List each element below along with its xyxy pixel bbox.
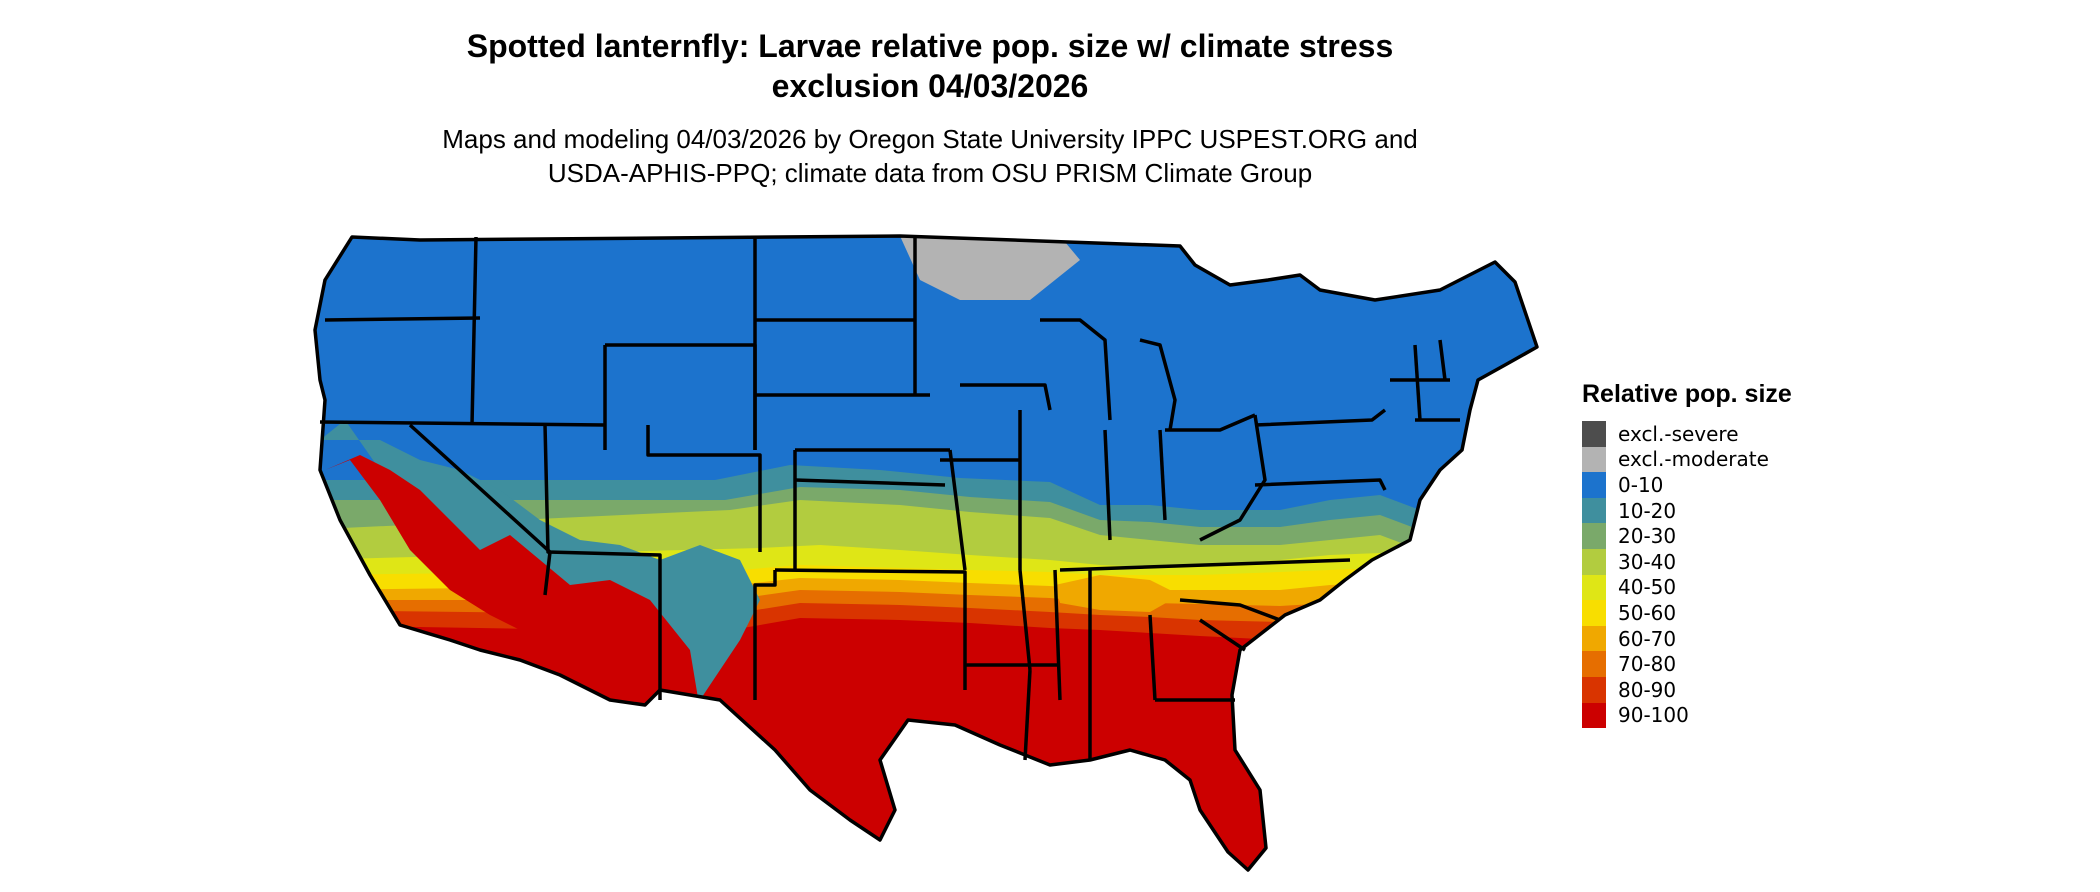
- legend-swatch: [1582, 523, 1606, 549]
- legend-item: 60-70: [1582, 625, 1792, 652]
- legend-label: 30-40: [1618, 549, 1677, 574]
- legend-label: 60-70: [1618, 626, 1677, 651]
- legend-swatch: [1582, 574, 1606, 601]
- legend-title: Relative pop. size: [1582, 380, 1792, 408]
- legend-item: excl.-moderate: [1582, 446, 1792, 473]
- subtitle-line-2: USDA-APHIS-PPQ; climate data from OSU PR…: [547, 158, 1313, 188]
- legend-label: 0-10: [1618, 472, 1664, 497]
- legend-swatch: [1582, 625, 1606, 652]
- legend-items: excl.-severe excl.-moderate 0-10 10-20 20-30…: [1582, 421, 1792, 729]
- map-title: Spotted lanternfly: Larvae relative pop.…: [0, 26, 1860, 106]
- legend-item: 80-90: [1582, 676, 1792, 703]
- zone-90-100: [325, 455, 700, 710]
- legend-item: 70-80: [1582, 651, 1792, 677]
- legend-item: 40-50: [1582, 574, 1792, 601]
- legend-label: excl.-severe: [1618, 421, 1739, 446]
- legend-label: 40-50: [1618, 575, 1677, 600]
- legend-swatch: [1582, 651, 1606, 677]
- model-zones: [315, 236, 1537, 870]
- subtitle-line-1: Maps and modeling 04/03/2026 by Oregon S…: [442, 124, 1418, 154]
- legend-item: excl.-severe: [1582, 421, 1792, 447]
- legend-label: 10-20: [1618, 498, 1677, 523]
- title-line-2: exclusion 04/03/2026: [771, 68, 1089, 104]
- zone-excl.-moderate: [900, 236, 1080, 300]
- legend-label: 50-60: [1618, 600, 1677, 625]
- legend-swatch: [1582, 446, 1606, 473]
- title-line-1: Spotted lanternfly: Larvae relative pop.…: [466, 28, 1394, 64]
- legend: Relative pop. size excl.-severe excl.-mod…: [1582, 380, 1792, 729]
- legend-label: excl.-moderate: [1618, 447, 1769, 472]
- legend-label: 90-100: [1618, 703, 1689, 728]
- map-subtitle: Maps and modeling 04/03/2026 by Oregon S…: [0, 122, 1860, 190]
- legend-item: 90-100: [1582, 702, 1792, 729]
- legend-item: 10-20: [1582, 497, 1792, 524]
- legend-label: 20-30: [1618, 524, 1677, 549]
- zone-60-70: [1055, 575, 1180, 612]
- legend-item: 0-10: [1582, 472, 1792, 498]
- legend-label: 70-80: [1618, 652, 1677, 677]
- legend-swatch: [1582, 702, 1606, 729]
- legend-item: 20-30: [1582, 523, 1792, 549]
- legend-swatch: [1582, 548, 1606, 575]
- legend-swatch: [1582, 497, 1606, 524]
- legend-swatch: [1582, 676, 1606, 703]
- legend-swatch: [1582, 600, 1606, 626]
- legend-swatch: [1582, 472, 1606, 498]
- legend-item: 50-60: [1582, 600, 1792, 626]
- legend-label: 80-90: [1618, 677, 1677, 702]
- legend-item: 30-40: [1582, 548, 1792, 575]
- state-borders: [313, 234, 1539, 872]
- legend-swatch: [1582, 421, 1606, 447]
